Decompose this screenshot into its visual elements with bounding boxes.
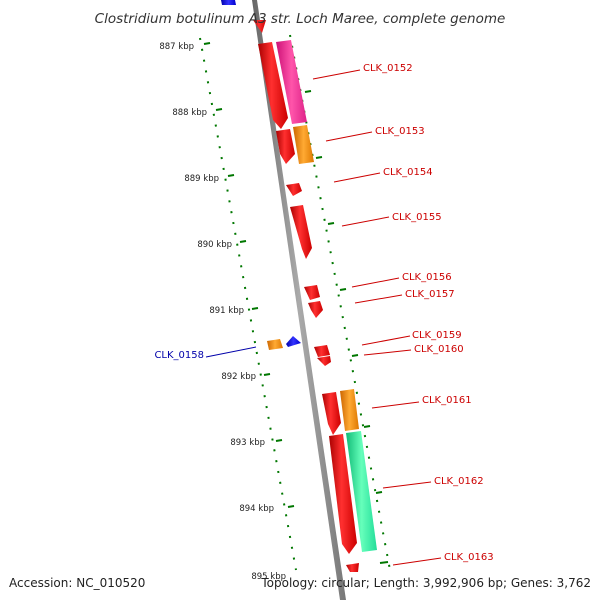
gene-label-clk-0163: CLK_0163 <box>444 552 494 563</box>
scale-ticks <box>203 42 295 508</box>
gene-feature <box>258 42 288 129</box>
gene-feature <box>286 336 301 347</box>
gene-label-clk-0153: CLK_0153 <box>375 126 425 137</box>
gene-label-clk-0161: CLK_0161 <box>422 395 472 406</box>
scale-tick <box>227 174 235 177</box>
scale-tick <box>263 373 271 376</box>
scale-label: 894 kbp <box>239 504 274 514</box>
scale-tick <box>215 108 223 111</box>
gene-feature <box>267 339 283 350</box>
scale-label: 893 kbp <box>230 438 265 448</box>
gene-label-clk-0162: CLK_0162 <box>434 476 484 487</box>
gene-label-clk-0155: CLK_0155 <box>392 212 442 223</box>
gene-features <box>221 0 377 572</box>
gene-label-clk-0159: CLK_0159 <box>412 330 462 341</box>
scale-label: 892 kbp <box>221 372 256 382</box>
scale-tick <box>275 439 283 442</box>
scale-label: 890 kbp <box>197 240 232 250</box>
gene-label-clk-0156: CLK_0156 <box>402 272 452 283</box>
gene-feature <box>340 389 359 431</box>
scale-label: 891 kbp <box>209 306 244 316</box>
gene-feature <box>308 301 323 318</box>
gene-label-clk-0157: CLK_0157 <box>405 289 455 300</box>
gene-feature-red-partial <box>253 20 266 33</box>
gene-label-clk-0158: CLK_0158 <box>154 350 204 361</box>
scale-tick <box>239 240 247 243</box>
gene-feature <box>329 434 357 554</box>
gene-feature <box>346 431 377 552</box>
gene-feature <box>276 129 295 164</box>
gene-label-clk-0154: CLK_0154 <box>383 167 433 178</box>
scale-tick <box>203 42 211 45</box>
label-connectors <box>312 69 442 566</box>
scale-label: 895 kbp <box>251 572 286 582</box>
gene-feature <box>290 205 312 259</box>
gene-feature <box>314 345 330 357</box>
gene-feature <box>322 392 341 435</box>
scale-labels: 887 kbp 888 kbp 889 kbp 890 kbp 891 kbp … <box>159 42 286 582</box>
scale-label: 889 kbp <box>184 174 219 184</box>
label-connector-reverse <box>205 346 257 358</box>
gene-feature <box>317 356 331 366</box>
gene-label-clk-0152: CLK_0152 <box>363 63 413 74</box>
scale-tick <box>251 307 259 310</box>
accession-label: Accession: NC_010520 <box>9 576 145 590</box>
gene-feature-blue-partial <box>221 0 236 5</box>
backbone <box>252 0 346 600</box>
gene-feature <box>304 285 320 300</box>
scale-label: 888 kbp <box>172 108 207 118</box>
gene-labels: CLK_0152 CLK_0153 CLK_0154 CLK_0155 CLK_… <box>154 63 493 563</box>
gene-feature <box>346 563 359 572</box>
gene-feature <box>276 40 307 124</box>
forward-ticks <box>304 90 389 564</box>
map-title: Clostridium botulinum A3 str. Loch Maree… <box>95 11 506 27</box>
gene-label-clk-0160: CLK_0160 <box>414 344 464 355</box>
scale-tick <box>287 505 295 508</box>
topology-label: Topology: circular; Length: 3,992,906 bp… <box>260 576 591 590</box>
gene-feature <box>286 183 302 196</box>
gene-feature <box>293 125 314 164</box>
scale-label: 887 kbp <box>159 42 194 52</box>
